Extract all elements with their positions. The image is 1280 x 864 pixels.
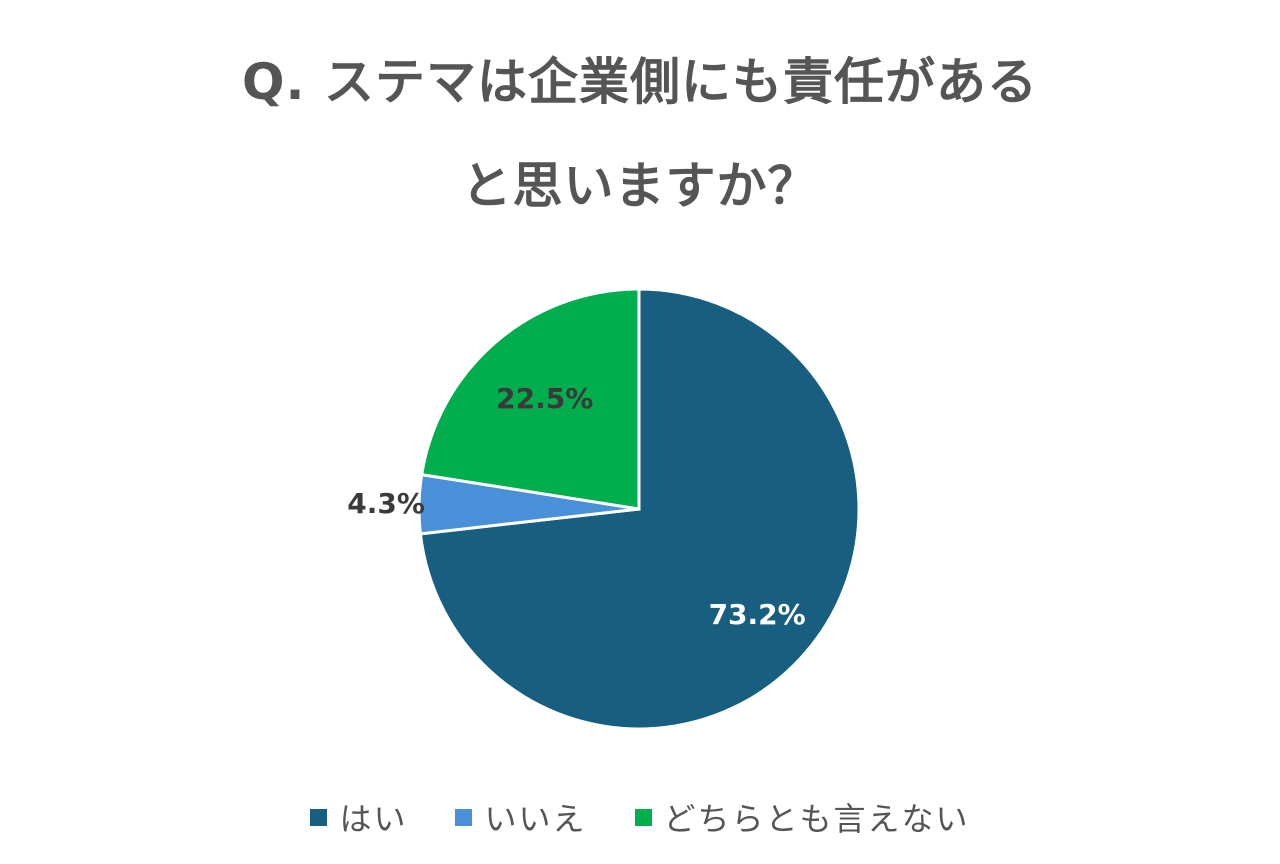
slice-label-dochira: 22.5% xyxy=(496,382,593,415)
legend-label-hai: はい xyxy=(339,800,408,838)
slice-label-iie: 4.3% xyxy=(347,487,425,520)
legend-label-dochira: どちらとも言えない xyxy=(663,800,970,838)
legend-item-hai: はい xyxy=(310,794,407,840)
legend-item-dochira: どちらとも言えない xyxy=(634,794,970,840)
legend-label-iie: いいえ xyxy=(484,800,587,838)
legend-swatch-iie xyxy=(455,808,473,826)
chart-title-line-2: と思いますか？ xyxy=(461,157,819,215)
legend-swatch-hai xyxy=(310,808,328,826)
slice-dochira xyxy=(419,287,641,511)
legend-swatch-dochira xyxy=(634,808,652,826)
slice-label-hai: 73.2% xyxy=(709,598,806,631)
chart-title-line-1: Q. ステマは企業側にも責任がある xyxy=(242,53,1038,111)
chart-legend: はい いいえ どちらとも言えない xyxy=(0,794,1280,840)
legend-item-iie: いいえ xyxy=(455,794,586,840)
